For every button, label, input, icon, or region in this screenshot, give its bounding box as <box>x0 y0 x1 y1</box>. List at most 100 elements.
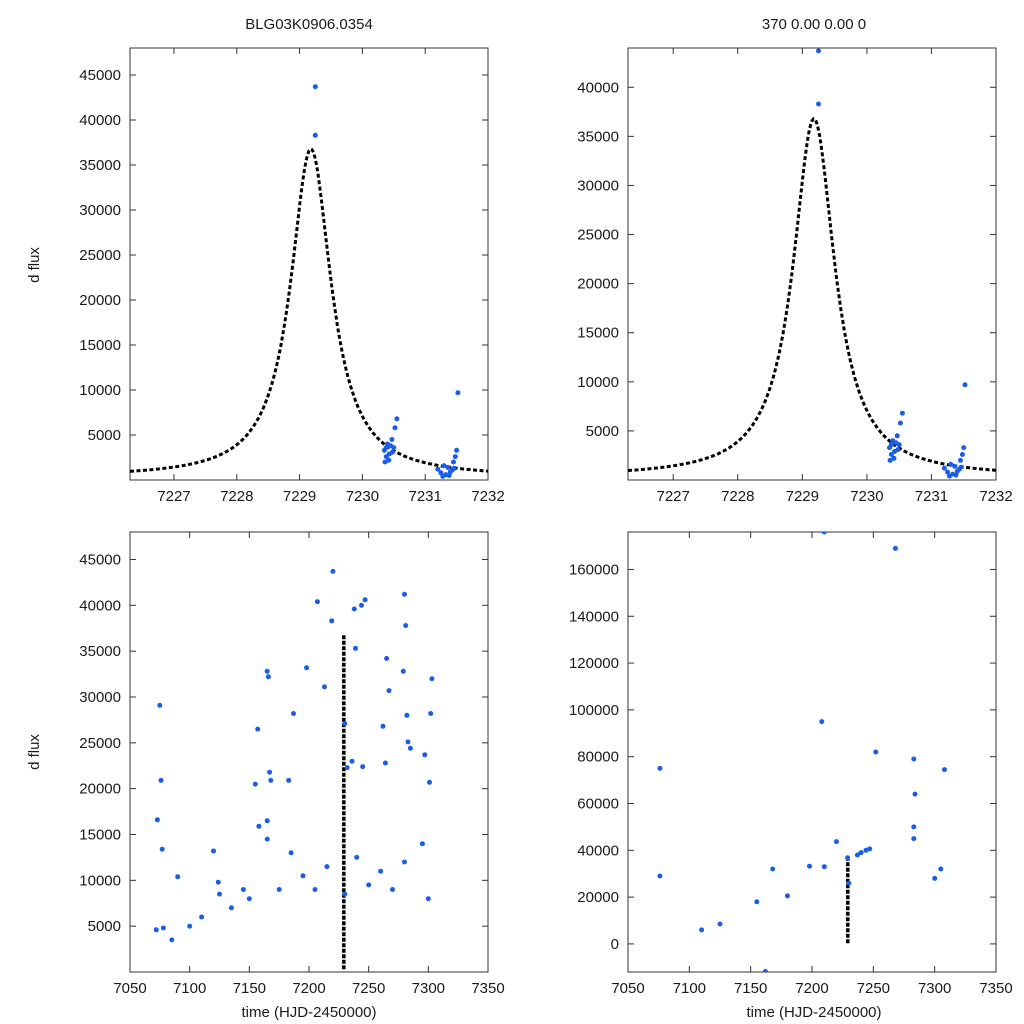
chart-panel-2: 7227 7228 7229 7230 7231 7232 5000 10000 15000 20… <box>577 47 1013 505</box>
data-point <box>425 896 431 902</box>
data-point <box>962 382 968 388</box>
data-point <box>405 739 411 745</box>
data-point <box>246 896 252 902</box>
data-point <box>288 850 294 856</box>
x-tick-label: 7231 <box>409 488 442 505</box>
data-point <box>953 472 959 478</box>
y-tick-label: 35000 <box>577 128 619 145</box>
y-tick-label: 5000 <box>88 918 121 935</box>
x-tick-label: 7100 <box>673 980 706 997</box>
data-point <box>268 777 274 783</box>
data-point <box>386 451 392 457</box>
x-tick-label: 7350 <box>979 980 1012 997</box>
y-tick-label: 45000 <box>79 552 121 569</box>
xlabel-bottom-right: time (HJD-2450000) <box>746 1004 881 1021</box>
y-tick-label: 100000 <box>569 702 619 719</box>
x-tick-label: 7232 <box>979 488 1012 505</box>
data-point <box>384 656 390 661</box>
y-tick-label: 40000 <box>577 79 619 96</box>
data-point <box>380 723 386 729</box>
data-point <box>888 442 894 448</box>
data-point <box>445 464 451 470</box>
data-point <box>383 445 389 451</box>
data-point <box>892 449 898 454</box>
y-tick-label: 15000 <box>577 325 619 342</box>
x-tick-label: 7250 <box>857 980 890 997</box>
plot-area <box>628 48 996 479</box>
data-point <box>255 726 261 732</box>
y-tick-label: 60000 <box>577 795 619 812</box>
y-tick-label: 10000 <box>577 374 619 391</box>
y-tick-label: 160000 <box>569 561 619 578</box>
plot-area <box>130 84 488 479</box>
data-point <box>894 433 900 439</box>
data-point <box>344 765 350 771</box>
y-tick-label: 20000 <box>79 292 121 309</box>
data-point <box>403 623 409 628</box>
data-point <box>932 875 938 881</box>
x-tick-label: 7200 <box>795 980 828 997</box>
data-point <box>264 668 270 674</box>
data-point <box>300 873 306 879</box>
data-point <box>240 887 246 892</box>
data-point <box>441 463 447 469</box>
y-tick-label: 20000 <box>577 276 619 293</box>
x-tick-label: 7300 <box>412 980 445 997</box>
data-point <box>446 473 452 478</box>
data-point <box>887 457 893 463</box>
x-tick-label: 7227 <box>157 488 190 505</box>
data-point <box>762 969 768 972</box>
y-tick-label: 140000 <box>569 608 619 625</box>
data-point <box>389 437 395 442</box>
data-point <box>267 769 273 775</box>
data-point <box>324 864 330 870</box>
data-point <box>304 665 310 671</box>
data-point <box>846 880 852 886</box>
data-point <box>821 864 827 870</box>
x-tick-label: 7300 <box>918 980 951 997</box>
plot-area <box>153 568 435 970</box>
data-point <box>291 711 296 716</box>
data-point <box>911 824 917 830</box>
chart-panel-3: 7050 7100 7150 7200 7250 7300 7350 5000 10000 150… <box>79 531 505 997</box>
data-point <box>153 927 159 933</box>
y-tick-label: 30000 <box>79 689 121 706</box>
y-tick-label: 5000 <box>586 423 619 440</box>
y-tick-label: 35000 <box>79 643 121 660</box>
data-point <box>312 887 318 892</box>
data-point <box>342 891 348 897</box>
model-curve <box>628 117 996 472</box>
y-tick-label: 25000 <box>79 247 121 264</box>
data-point <box>158 777 164 783</box>
data-point <box>342 721 348 727</box>
data-point <box>382 459 388 465</box>
data-point <box>854 852 860 858</box>
plot-frame <box>627 47 997 481</box>
data-point <box>754 899 760 905</box>
y-tick-label: 20000 <box>79 781 121 798</box>
y-tick-label: 30000 <box>79 202 121 219</box>
data-point <box>657 765 663 771</box>
data-point <box>349 758 355 764</box>
data-point <box>451 459 456 465</box>
data-point <box>154 817 160 823</box>
data-point <box>359 602 364 608</box>
data-point <box>454 447 460 453</box>
data-point <box>819 719 825 725</box>
data-point <box>941 465 947 471</box>
y-tick-label: 10000 <box>79 382 121 399</box>
data-point <box>945 469 951 475</box>
x-tick-label: 7229 <box>786 488 819 505</box>
data-point <box>435 466 441 472</box>
data-point <box>199 914 205 920</box>
data-point <box>947 473 952 479</box>
data-point <box>938 866 944 872</box>
data-point <box>211 848 216 854</box>
data-point <box>402 591 407 597</box>
panel-title-top-right: 370 0.00 0.00 0 <box>762 16 866 33</box>
data-point <box>845 855 851 861</box>
data-point <box>217 891 222 897</box>
data-point <box>911 756 917 762</box>
x-tick-label: 7150 <box>734 980 767 997</box>
data-point <box>360 764 366 770</box>
